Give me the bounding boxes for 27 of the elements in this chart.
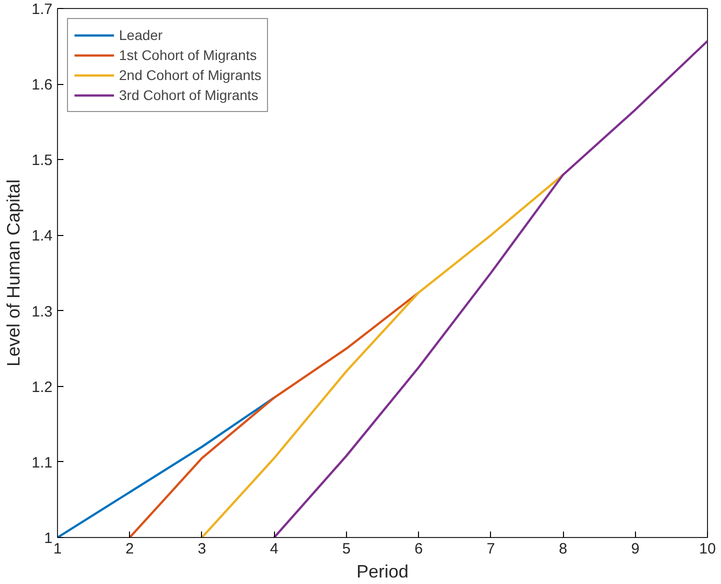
x-tick-label: 5 — [342, 540, 351, 558]
x-tick-label: 9 — [631, 540, 640, 558]
line-series — [128, 292, 420, 538]
y-axis-title: Level of Human Capital — [4, 179, 24, 367]
legend-label: 3rd Cohort of Migrants — [119, 86, 258, 104]
x-tick-label: 8 — [558, 540, 568, 558]
legend-label: 1st Cohort of Migrants — [119, 46, 257, 64]
y-tick-label: 1.3 — [32, 303, 53, 320]
y-tick-label: 1.1 — [32, 454, 53, 472]
y-tick-label: 1.7 — [32, 1, 53, 18]
x-tick-label: 3 — [198, 540, 206, 558]
y-tick-label: 1.6 — [32, 76, 53, 94]
line-series — [273, 40, 708, 538]
line-series — [200, 174, 564, 538]
x-tick-label: 6 — [414, 540, 423, 558]
x-tick-label: 10 — [699, 540, 716, 558]
x-tick-label: 4 — [270, 540, 278, 558]
legend-label: 2nd Cohort of Migrants — [119, 66, 262, 84]
legend-label: Leader — [119, 26, 163, 44]
line-series — [58, 396, 276, 538]
x-axis-title: Period — [356, 562, 409, 582]
y-tick-label: 1.4 — [32, 228, 53, 245]
y-tick-label: 1.5 — [32, 152, 53, 170]
y-tick-label: 1 — [44, 530, 52, 547]
x-tick-label: 7 — [486, 540, 496, 558]
y-tick-label: 1.2 — [32, 378, 53, 396]
x-tick-label: 2 — [126, 540, 134, 558]
